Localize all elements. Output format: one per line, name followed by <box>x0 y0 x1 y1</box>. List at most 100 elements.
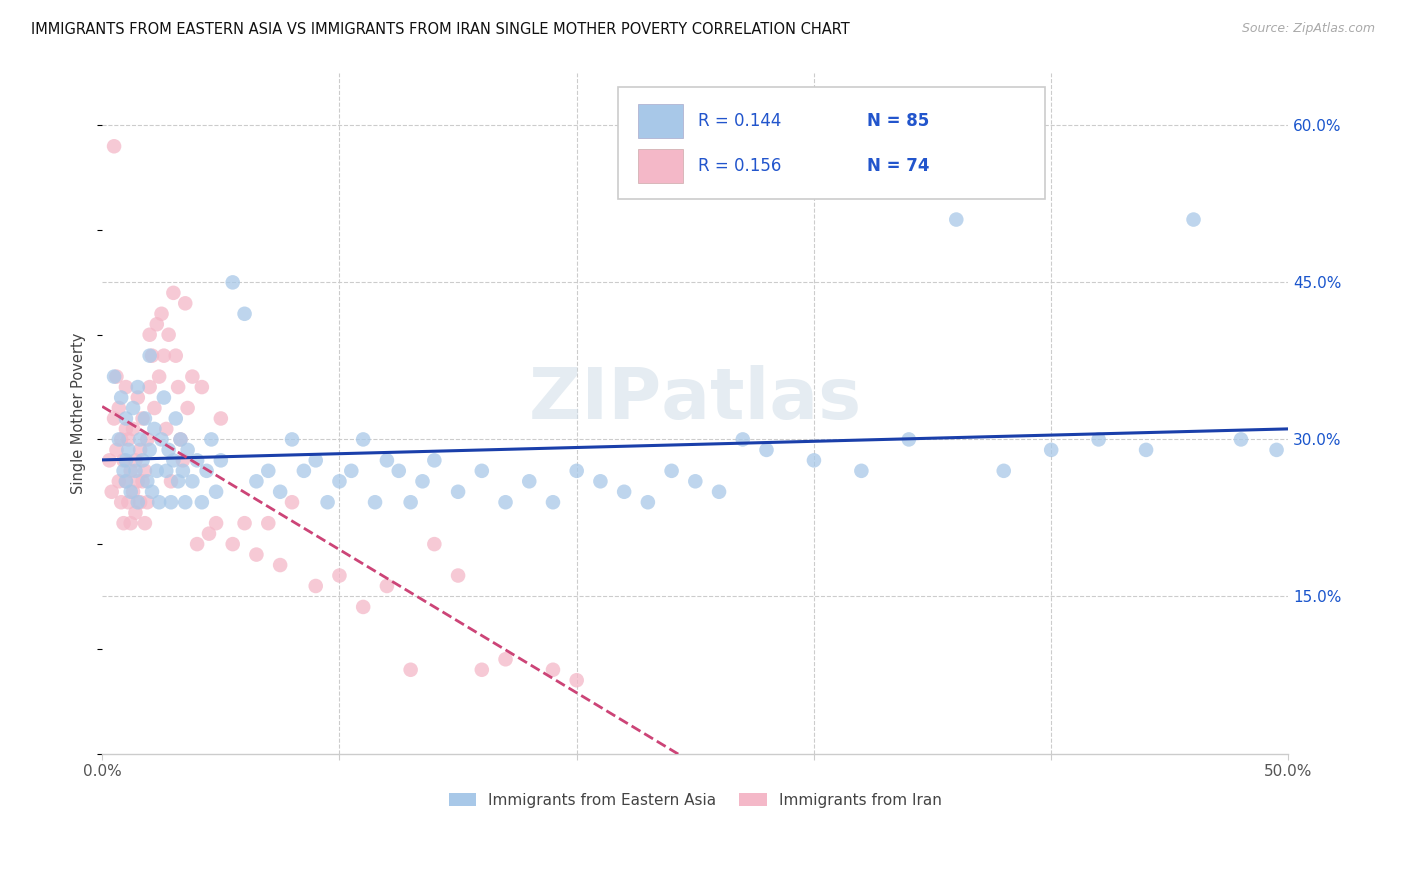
Point <box>316 495 339 509</box>
Point <box>375 453 398 467</box>
Point <box>198 526 221 541</box>
Y-axis label: Single Mother Poverty: Single Mother Poverty <box>72 333 86 494</box>
Point <box>165 349 187 363</box>
Point <box>352 599 374 614</box>
Point <box>136 495 159 509</box>
Point <box>120 484 142 499</box>
Point <box>517 475 540 489</box>
Point <box>131 411 153 425</box>
Point <box>281 495 304 509</box>
Point <box>613 484 636 499</box>
Point <box>328 568 350 582</box>
Point <box>143 401 166 415</box>
Point <box>292 464 315 478</box>
Point <box>155 422 177 436</box>
Point <box>205 484 228 499</box>
Point <box>115 380 138 394</box>
Point <box>134 411 156 425</box>
Point <box>155 464 177 478</box>
Point <box>136 475 159 489</box>
Point <box>269 484 291 499</box>
Point <box>172 453 194 467</box>
Point <box>103 369 125 384</box>
Point <box>209 411 232 425</box>
Point <box>127 380 149 394</box>
Point <box>134 464 156 478</box>
Point <box>471 663 494 677</box>
Point <box>411 475 433 489</box>
Point <box>131 475 153 489</box>
Point <box>174 296 197 310</box>
Point <box>637 495 659 509</box>
Text: N = 85: N = 85 <box>868 112 929 129</box>
Point <box>127 391 149 405</box>
Point <box>112 453 135 467</box>
Point <box>124 453 146 467</box>
Point <box>245 475 267 489</box>
Point <box>399 495 422 509</box>
Point <box>423 453 446 467</box>
Point <box>134 516 156 531</box>
Point <box>755 442 778 457</box>
Text: R = 0.156: R = 0.156 <box>697 157 782 175</box>
Point <box>447 568 470 582</box>
Point <box>103 411 125 425</box>
Point <box>423 537 446 551</box>
Point <box>105 369 128 384</box>
Point <box>115 453 138 467</box>
Point <box>98 453 121 467</box>
Point <box>375 579 398 593</box>
Point <box>661 464 683 478</box>
Point <box>141 484 163 499</box>
Point <box>108 401 131 415</box>
Point <box>120 464 142 478</box>
Point <box>186 537 208 551</box>
Point <box>388 464 411 478</box>
Point <box>707 484 730 499</box>
Point <box>993 464 1015 478</box>
Point <box>209 453 232 467</box>
Point <box>305 579 328 593</box>
Point <box>117 495 139 509</box>
Point <box>541 495 564 509</box>
Point <box>138 327 160 342</box>
Point <box>131 453 153 467</box>
Point <box>541 663 564 677</box>
Point <box>124 464 146 478</box>
Point <box>103 139 125 153</box>
Point <box>110 433 132 447</box>
Point <box>565 464 588 478</box>
Point <box>110 391 132 405</box>
Point <box>399 663 422 677</box>
Point <box>565 673 588 688</box>
Text: N = 74: N = 74 <box>868 157 929 175</box>
Point <box>129 433 152 447</box>
Point <box>105 442 128 457</box>
Point <box>191 380 214 394</box>
Point <box>108 475 131 489</box>
Point <box>222 276 245 290</box>
Point <box>352 433 374 447</box>
Point <box>181 369 204 384</box>
Point <box>112 464 135 478</box>
Point <box>195 464 218 478</box>
Point <box>281 433 304 447</box>
Point <box>897 433 920 447</box>
Point <box>117 433 139 447</box>
Point <box>146 318 169 332</box>
Point <box>172 464 194 478</box>
Point <box>122 484 145 499</box>
Point <box>169 433 191 447</box>
Text: R = 0.144: R = 0.144 <box>697 112 782 129</box>
Point <box>117 442 139 457</box>
Point <box>100 484 122 499</box>
Point <box>124 506 146 520</box>
Point <box>162 453 184 467</box>
FancyBboxPatch shape <box>619 87 1045 199</box>
Point <box>162 285 184 300</box>
Point <box>115 475 138 489</box>
Point <box>174 495 197 509</box>
Point <box>115 422 138 436</box>
Point <box>108 433 131 447</box>
Point <box>129 495 152 509</box>
